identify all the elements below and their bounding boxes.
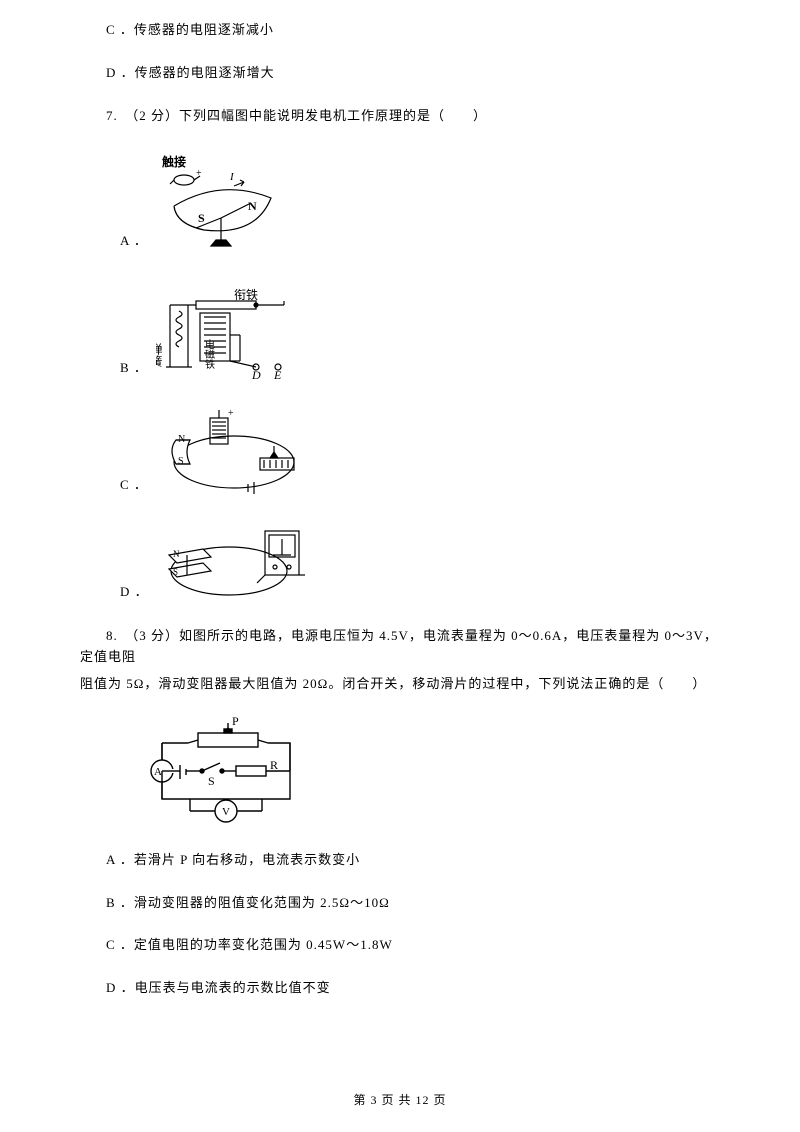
q8-option-c: C ．定值电阻的功率变化范围为 0.45W～1.8W (80, 935, 720, 956)
q8-R-label: R (270, 758, 278, 772)
svg-text:+: + (228, 408, 234, 419)
q7-option-a: A ． 触接 N S I + (120, 148, 720, 253)
q7-a-N: N (248, 199, 257, 213)
q8-S-label: S (208, 774, 215, 788)
q8-option-d: D ．电压表与电流表的示数比值不变 (80, 978, 720, 999)
q7-b-armature: 衔铁 (234, 288, 258, 302)
q7-b-spring: 弹簧 (156, 343, 163, 367)
q7-option-c: C ． (120, 402, 720, 497)
q7-b-label: B ． (120, 357, 148, 380)
q7-c-label: C ． (120, 474, 148, 497)
q7-fig-b: 衔铁 弹簧 电磁铁 D E (156, 275, 316, 380)
q8-stem-2: 阻值为 5Ω，滑动变阻器最大阻值为 20Ω。闭合开关，移动滑片的过程中，下列说法… (80, 674, 720, 695)
q7-d-label: D ． (120, 581, 149, 604)
q8-circuit: A V P S R (140, 713, 720, 828)
q7-fig-d: N S (157, 519, 312, 604)
q7-fig-c: N S + (156, 402, 311, 497)
q7-c-N: N (178, 434, 185, 445)
q7-b-E: E (273, 368, 282, 380)
q8-stem-1: 8. （3 分）如图所示的电路，电源电压恒为 4.5V，电流表量程为 0～0.6… (80, 626, 720, 668)
page-footer: 第 3 页 共 12 页 (0, 1091, 800, 1108)
svg-text:+: + (196, 168, 202, 179)
q7-stem: 7. （2 分）下列四幅图中能说明发电机工作原理的是（ ） (80, 106, 720, 127)
prev-option-c: C ．传感器的电阻逐渐减小 (80, 20, 720, 41)
q7-fig-a: 触接 N S I + (156, 148, 286, 253)
q8-option-a: A ．若滑片 P 向右移动，电流表示数变小 (80, 850, 720, 871)
q7-c-S: S (178, 456, 184, 467)
q7-option-d: D ． N S (120, 519, 720, 604)
q8-option-b: B ．滑动变阻器的阻值变化范围为 2.5Ω～10Ω (80, 893, 720, 914)
svg-text:I: I (229, 171, 235, 183)
q7-a-S: S (198, 211, 205, 225)
q7-b-D: D (251, 368, 261, 380)
q7-a-touch: 触接 (162, 154, 186, 169)
q7-d-S: S (173, 567, 178, 577)
q7-d-N: N (173, 549, 180, 559)
prev-option-d: D ．传感器的电阻逐渐增大 (80, 63, 720, 84)
q8-P-label: P (232, 714, 239, 728)
q8-ammeter-label: A (154, 766, 162, 778)
q7-option-b: B ． (120, 275, 720, 380)
q8-voltmeter-label: V (222, 806, 230, 818)
q7-a-label: A ． (120, 230, 148, 253)
q7-b-em: 电磁铁 (202, 338, 214, 370)
